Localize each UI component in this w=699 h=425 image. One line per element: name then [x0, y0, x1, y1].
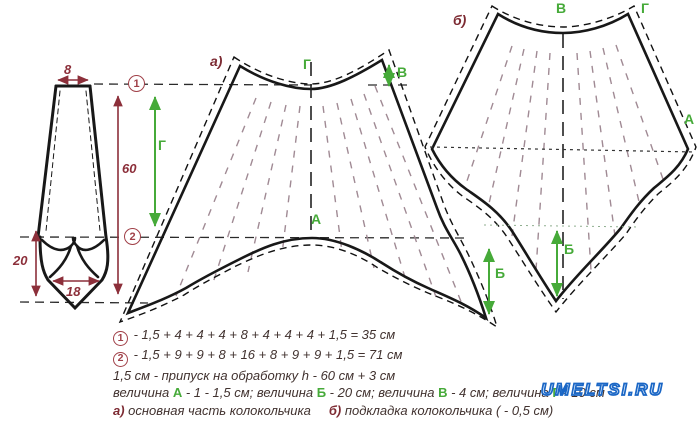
note-line-2: 2 - 1,5 + 9 + 9 + 8 + 16 + 8 + 9 + 9 + 1… [113, 346, 605, 367]
note-marker-2: 2 [113, 351, 128, 367]
piece-a-outline [118, 48, 499, 329]
piece-a-solid-outline [125, 58, 489, 322]
piece-b-point-g: Г [641, 0, 649, 16]
legend-b-tag: б) [328, 402, 342, 418]
note-line-1: 1 - 1,5 + 4 + 4 + 4 + 8 + 4 + 4 + 4 + 1,… [113, 326, 605, 347]
note-line-5: а) основная часть колокольчика б) подклад… [113, 402, 605, 420]
gore-piece-outline [36, 84, 110, 311]
level-marker-2: 2 [124, 228, 141, 245]
gore-flare-height-label: 20 [13, 253, 28, 268]
piece-b-outline [424, 4, 697, 314]
dimension-arrows [31, 75, 123, 297]
note-line-4-text: величина [113, 385, 173, 400]
note-line-4-text: - 1 - 1,5 см; величина [182, 385, 317, 400]
legend-a-tag: а) [113, 402, 125, 418]
note-line-4: величина А - 1 - 1,5 см; величина Б - 20… [113, 384, 605, 402]
piece-b-level-a-dotted [429, 146, 695, 153]
piece-a-point-v: В [397, 64, 408, 80]
piece-a-point-a: А [311, 211, 322, 227]
piece-a-tag: а) [210, 53, 223, 69]
level-marker-1: 1 [128, 75, 145, 92]
piece-b-seam-allowance [424, 4, 697, 314]
note-line-4-text: - 4 см; величина [447, 385, 553, 400]
gore-top-width-label: 8 [64, 62, 72, 77]
note-line-4-text: - 10 см [559, 385, 605, 400]
piece-b-solid-outline [430, 12, 690, 304]
note-line-4-text: - 20 см; величина [326, 385, 439, 400]
piece-b-tag: б) [453, 12, 467, 28]
piece-b-point-a: А [684, 111, 695, 127]
notes-block: 1 - 1,5 + 4 + 4 + 4 + 8 + 4 + 4 + 4 + 1,… [113, 326, 605, 419]
piece-a-point-b: Б [495, 265, 506, 281]
piece-b-grainlines [465, 44, 665, 271]
gore-flare-width-label: 18 [66, 284, 81, 299]
note-line-2-text: - 1,5 + 9 + 9 + 8 + 16 + 8 + 9 + 9 + 1,5… [130, 347, 403, 363]
piece-b-point-v: В [556, 0, 567, 16]
piece-a-seam-allowance [118, 48, 499, 329]
piece-a-point-g: Г [303, 56, 311, 72]
piece-b-point-b: Б [564, 241, 575, 257]
gore-length-label: 60 [122, 161, 137, 176]
note-line-3: 1,5 см - припуск на обработку h - 60 см … [113, 367, 605, 385]
value-g-letter: Г [552, 385, 560, 400]
piece-a-grainlines [175, 85, 463, 305]
green-measure-arrows [149, 64, 563, 315]
value-b-letter: Б [316, 385, 327, 400]
watermark-logo: umeltsi.ru [540, 379, 664, 400]
note-marker-1: 1 [113, 331, 128, 347]
legend-b-text: подкладка колокольчика ( - 0,5 см) [341, 402, 554, 418]
note-line-1-text: - 1,5 + 4 + 4 + 4 + 8 + 4 + 4 + 4 + 1,5 … [130, 327, 396, 342]
value-a-letter: А [172, 385, 183, 400]
legend-a-text: основная часть колокольчика [124, 402, 311, 418]
piece-b-level-b-dotted [483, 224, 641, 228]
value-v-letter: В [438, 385, 448, 400]
gamma-height-label: Г [158, 137, 166, 153]
note-line-3-text: 1,5 см - припуск на обработку h - 60 см … [113, 367, 396, 383]
